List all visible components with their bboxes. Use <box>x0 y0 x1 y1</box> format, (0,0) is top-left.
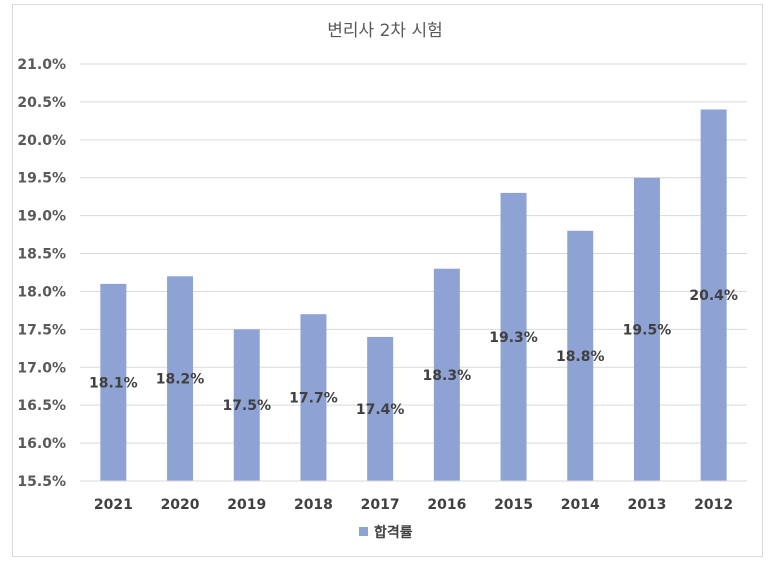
y-tick-label: 18.0% <box>17 284 66 300</box>
x-tick-label: 2020 <box>161 497 200 513</box>
chart-title: 변리사 2차 시험 <box>327 21 442 41</box>
y-tick-label: 18.5% <box>17 247 66 263</box>
data-label: 18.1% <box>89 375 138 391</box>
legend-label: 합격률 <box>374 524 413 541</box>
data-label: 18.2% <box>156 372 205 388</box>
y-tick-label: 20.5% <box>17 95 66 111</box>
y-tick-label: 15.5% <box>17 474 66 490</box>
data-labels: 18.1% 18.2% 17.5% 17.7% 17.4% 18.3% 19.3% 18.8%… <box>89 288 738 418</box>
data-label: 18.8% <box>556 349 605 365</box>
y-tick-label: 19.5% <box>17 171 66 187</box>
x-tick-label: 2012 <box>694 497 733 513</box>
data-label: 18.3% <box>423 368 472 384</box>
data-label: 17.7% <box>289 391 338 407</box>
y-tick-label: 16.0% <box>17 436 66 452</box>
data-label: 19.3% <box>489 330 538 346</box>
bar <box>633 177 660 481</box>
data-label: 20.4% <box>689 288 738 304</box>
y-axis: 15.5% 16.0% 16.5% 17.0% 17.5% 18.0% 18.5% 19.0%… <box>17 57 66 490</box>
bar <box>100 283 127 481</box>
legend-swatch <box>359 527 368 536</box>
bar <box>300 314 327 481</box>
bar <box>167 276 194 481</box>
y-tick-label: 19.0% <box>17 209 66 225</box>
bar <box>433 268 460 481</box>
bars <box>100 109 727 481</box>
x-tick-label: 2018 <box>294 497 333 513</box>
x-tick-label: 2015 <box>494 497 533 513</box>
x-tick-label: 2021 <box>94 497 133 513</box>
x-tick-label: 2013 <box>627 497 666 513</box>
y-tick-label: 17.5% <box>17 322 66 338</box>
x-axis: 2021 2020 2019 2018 2017 2016 2015 2014 2013 2012 <box>80 480 747 513</box>
bar <box>700 109 727 481</box>
data-label: 19.5% <box>623 322 672 338</box>
bar <box>567 230 594 481</box>
x-tick-label: 2016 <box>427 497 466 513</box>
x-tick-label: 2014 <box>561 497 600 513</box>
y-tick-label: 17.0% <box>17 360 66 376</box>
bar <box>233 329 260 481</box>
bar <box>367 336 394 481</box>
legend: 합격률 <box>359 524 413 541</box>
data-label: 17.5% <box>222 398 271 414</box>
x-tick-label: 2019 <box>227 497 266 513</box>
bar <box>500 192 527 481</box>
y-tick-label: 21.0% <box>17 57 66 73</box>
y-tick-label: 16.5% <box>17 398 66 414</box>
data-label: 17.4% <box>356 402 405 418</box>
y-tick-label: 20.0% <box>17 133 66 149</box>
x-tick-label: 2017 <box>361 497 400 513</box>
